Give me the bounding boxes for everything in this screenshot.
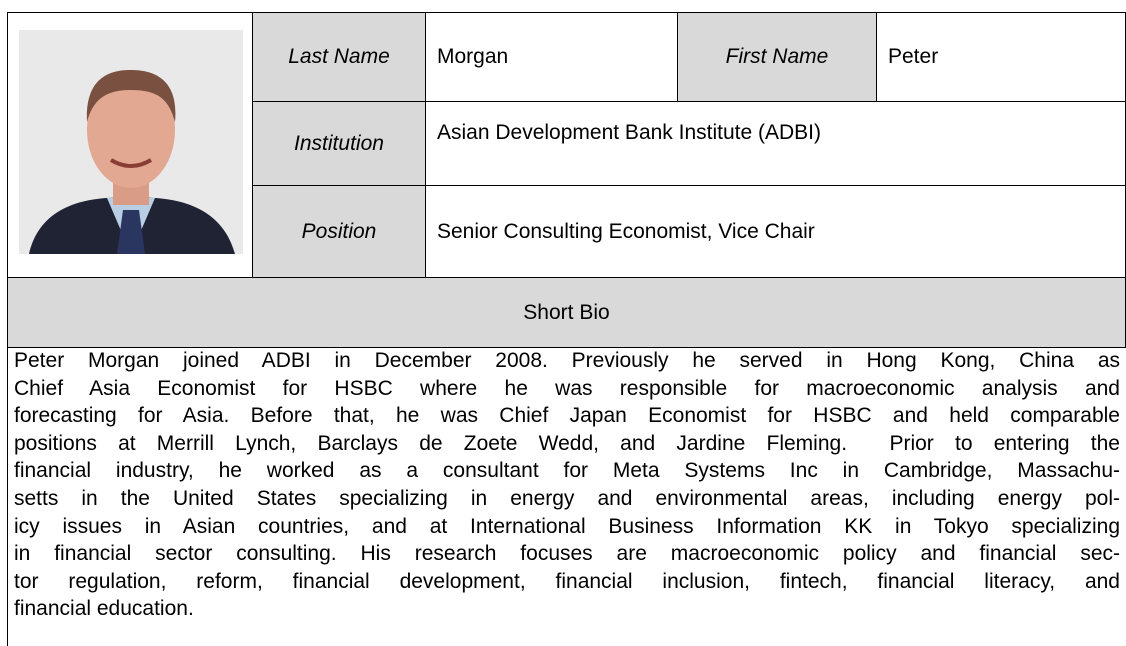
bio-line: tor regulation, reform, financial develo… xyxy=(14,569,1120,593)
bio-line: in financial sector consulting. His rese… xyxy=(14,542,1120,566)
photo-cell xyxy=(7,12,253,278)
label: Last Name xyxy=(288,45,390,68)
bio-line: Chief Asia Economist for HSBC where he w… xyxy=(14,376,1120,400)
label-cell: Position xyxy=(252,185,426,278)
photo xyxy=(19,30,243,254)
bio-line: Peter Morgan joined ADBI in December 200… xyxy=(14,349,1120,372)
value: Senior Consulting Economist, Vice Chair xyxy=(437,219,815,243)
bio-line: setts in the United States specializing … xyxy=(14,486,1120,510)
value: Asian Development Bank Institute (ADBI) xyxy=(437,121,822,144)
label-cell: Last Name xyxy=(252,12,426,102)
value: Morgan xyxy=(437,45,509,68)
label: Position xyxy=(301,219,377,243)
bio-header: Short Bio xyxy=(7,277,1126,348)
label: Institution xyxy=(294,131,384,155)
bio-text: Peter Morgan joined ADBI in December 200… xyxy=(7,347,1126,646)
bio-line: financial education. xyxy=(14,597,194,621)
value: Peter xyxy=(888,45,939,68)
value-cell: Morgan xyxy=(425,12,678,102)
bio-line: icy issues in Asian countries, and at In… xyxy=(14,514,1120,538)
bio-line: forecasting for Asia. Before that, he wa… xyxy=(14,404,1120,428)
label-cell: Institution xyxy=(252,101,426,186)
value-cell: Asian Development Bank Institute (ADBI) xyxy=(425,101,1126,186)
value-cell: Peter xyxy=(876,12,1126,102)
label: First Name xyxy=(725,45,829,68)
bio-title: Short Bio xyxy=(523,300,610,324)
bio-line: positions at Merrill Lynch, Barclays de … xyxy=(14,431,1120,455)
value-cell: Senior Consulting Economist, Vice Chair xyxy=(425,185,1126,278)
label-cell: First Name xyxy=(677,12,877,102)
bio-line: financial industry, he worked as a consu… xyxy=(14,459,1120,483)
